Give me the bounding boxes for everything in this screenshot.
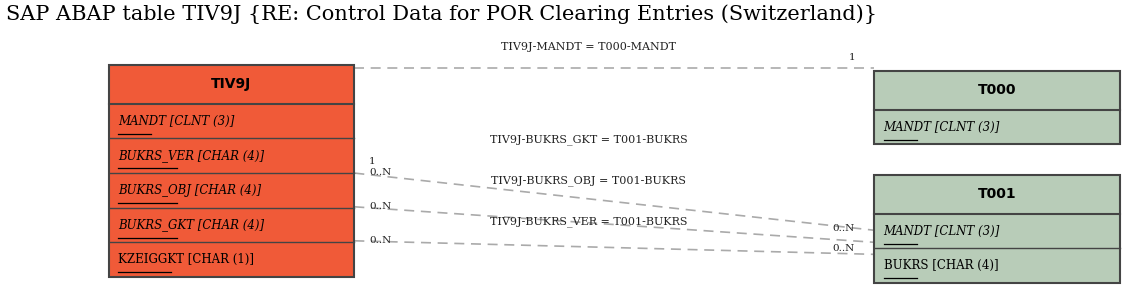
Text: TIV9J-BUKRS_VER = T001-BUKRS: TIV9J-BUKRS_VER = T001-BUKRS — [490, 216, 687, 227]
Text: KZEIGGKT [CHAR (1)]: KZEIGGKT [CHAR (1)] — [118, 253, 254, 266]
Text: 1: 1 — [848, 53, 855, 62]
Text: TIV9J-MANDT = T000-MANDT: TIV9J-MANDT = T000-MANDT — [501, 42, 677, 52]
Text: BUKRS_VER [CHAR (4)]: BUKRS_VER [CHAR (4)] — [118, 149, 264, 162]
Text: BUKRS_GKT [CHAR (4)]: BUKRS_GKT [CHAR (4)] — [118, 219, 264, 231]
Bar — [109, 65, 354, 277]
Text: TIV9J-BUKRS_OBJ = T001-BUKRS: TIV9J-BUKRS_OBJ = T001-BUKRS — [491, 175, 686, 186]
Text: 0..N: 0..N — [369, 202, 391, 211]
Text: BUKRS_OBJ [CHAR (4)]: BUKRS_OBJ [CHAR (4)] — [118, 184, 261, 197]
Text: T000: T000 — [978, 83, 1016, 97]
Text: 0..N: 0..N — [369, 236, 391, 245]
Text: MANDT [CLNT (3)]: MANDT [CLNT (3)] — [118, 115, 234, 128]
Text: 1
0..N: 1 0..N — [369, 157, 391, 177]
Text: T001: T001 — [978, 187, 1016, 201]
Text: MANDT [CLNT (3)]: MANDT [CLNT (3)] — [884, 121, 1000, 134]
Bar — [874, 71, 1120, 144]
Text: TIV9J-BUKRS_GKT = T001-BUKRS: TIV9J-BUKRS_GKT = T001-BUKRS — [489, 135, 688, 145]
Text: TIV9J: TIV9J — [211, 77, 251, 91]
Text: 0..N: 0..N — [833, 224, 855, 233]
Text: BUKRS [CHAR (4)]: BUKRS [CHAR (4)] — [884, 259, 998, 272]
Text: MANDT [CLNT (3)]: MANDT [CLNT (3)] — [884, 225, 1000, 237]
Bar — [874, 175, 1120, 283]
Text: SAP ABAP table TIV9J {RE: Control Data for POR Clearing Entries (Switzerland)}: SAP ABAP table TIV9J {RE: Control Data f… — [6, 5, 877, 24]
Text: 0..N: 0..N — [833, 244, 855, 253]
